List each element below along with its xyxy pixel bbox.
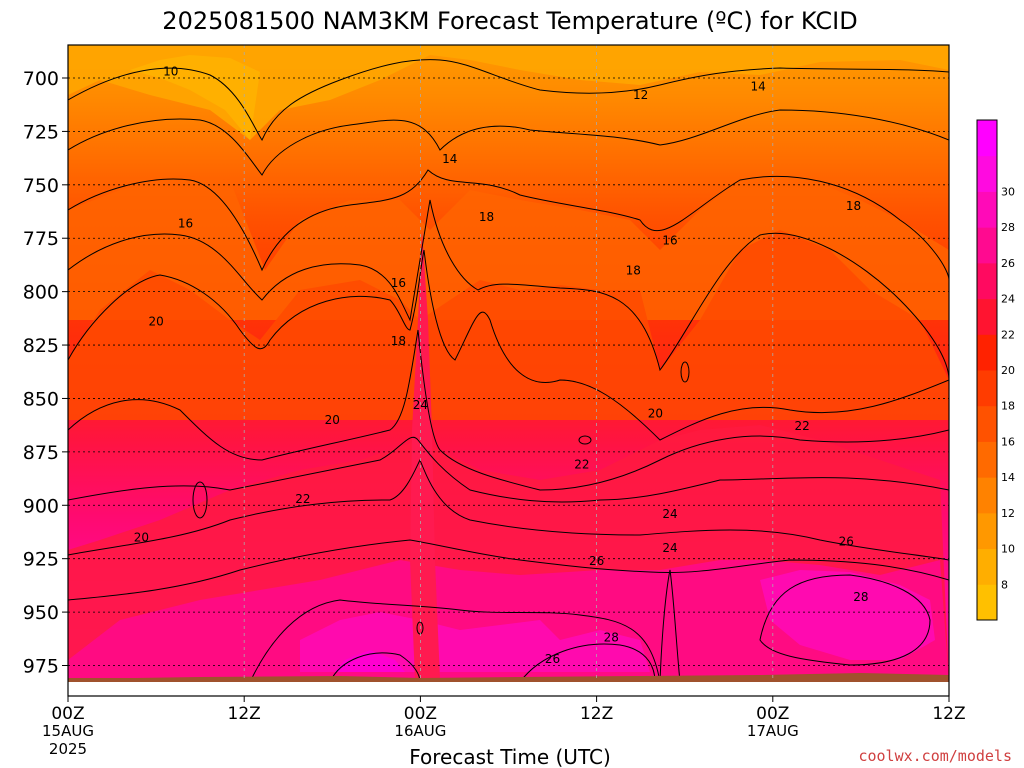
grid-lines bbox=[68, 45, 949, 680]
contour-label: 16 bbox=[391, 276, 406, 290]
colorbar-tick-label: 10 bbox=[1001, 543, 1015, 556]
contour-label: 18 bbox=[479, 210, 494, 224]
ground-fill bbox=[68, 678, 949, 682]
x-axis-label: Forecast Time (UTC) bbox=[409, 745, 611, 768]
contour-label: 22 bbox=[795, 419, 810, 433]
warm-spike bbox=[410, 230, 440, 680]
plot-area bbox=[68, 45, 949, 682]
contour-label: 16 bbox=[178, 216, 193, 230]
y-tick-label: 700 bbox=[23, 68, 59, 90]
band-28-right bbox=[760, 570, 935, 660]
y-tick-label: 750 bbox=[23, 175, 59, 197]
colorbar-tick-label: 22 bbox=[1001, 328, 1015, 341]
x-tick-label: 12Z bbox=[580, 704, 613, 724]
contour-label: 10 bbox=[163, 65, 178, 79]
colorbar-tick-label: 30 bbox=[1001, 185, 1015, 198]
contour-labels: 10 12 14 14 16 16 16 18 18 18 18 20 20 20 20 24 22 22 22 24… bbox=[134, 65, 869, 666]
contour-label: 18 bbox=[626, 263, 641, 277]
colorbar-tick-label: 16 bbox=[1001, 435, 1015, 448]
contour-label: 22 bbox=[574, 458, 589, 472]
colorbar-segment bbox=[977, 120, 997, 157]
x-tick-date: 15AUG bbox=[42, 722, 94, 740]
colorbar-frame bbox=[976, 119, 998, 621]
contour-label: 12 bbox=[633, 88, 648, 102]
y-tick-label: 875 bbox=[23, 442, 59, 464]
y-tick-label: 925 bbox=[23, 549, 59, 571]
x-tick-label: 12Z bbox=[932, 704, 965, 724]
contour-label: 14 bbox=[442, 152, 457, 166]
y-tick-label: 975 bbox=[23, 656, 59, 678]
x-tick-label: 00Z bbox=[756, 704, 789, 724]
colorbar-tick-label: 24 bbox=[1001, 293, 1015, 306]
y-tick-label: 725 bbox=[23, 121, 59, 143]
y-tick-label: 775 bbox=[23, 228, 59, 250]
y-tick-label: 800 bbox=[23, 282, 59, 304]
x-tick-date: 16AUG bbox=[394, 722, 446, 740]
contour-label: 26 bbox=[589, 554, 604, 568]
colorbar-tick-label: 26 bbox=[1001, 257, 1015, 270]
colorbar: 8 10 12 14 16 18 20 22 24 26 28 30 bbox=[976, 119, 1015, 621]
contour-label: 24 bbox=[662, 541, 677, 555]
colorbar-tick-label: 14 bbox=[1001, 471, 1015, 484]
colorbar-segment bbox=[977, 548, 997, 585]
contour-label: 24 bbox=[662, 507, 677, 521]
contour-label: 18 bbox=[846, 199, 861, 213]
contour-label: 20 bbox=[648, 406, 663, 420]
colorbar-segment bbox=[977, 477, 997, 514]
y-tick-label: 825 bbox=[23, 335, 59, 357]
y-tick-label: 950 bbox=[23, 602, 59, 624]
x-tick-label: 00Z bbox=[404, 704, 437, 724]
colorbar-segment bbox=[977, 512, 997, 550]
colorbar-tick-label: 28 bbox=[1001, 221, 1015, 234]
colorbar-segment bbox=[977, 441, 997, 478]
contour-label: 20 bbox=[148, 315, 163, 329]
contour-label: 28 bbox=[853, 590, 868, 604]
x-tick-date: 17AUG bbox=[747, 722, 799, 740]
band-30 bbox=[335, 650, 405, 672]
band-26 bbox=[68, 560, 949, 682]
credit-link[interactable]: coolwx.com/models bbox=[858, 747, 1012, 765]
colorbar-segment bbox=[977, 370, 997, 407]
colorbar-segment bbox=[977, 334, 997, 371]
x-tick-label: 00Z bbox=[51, 704, 84, 724]
contour-label: 18 bbox=[391, 334, 406, 348]
y-tick-label: 900 bbox=[23, 495, 59, 517]
contour-label: 22 bbox=[295, 492, 310, 506]
colorbar-segment bbox=[977, 227, 997, 264]
colorbar-tick-label: 20 bbox=[1001, 364, 1015, 377]
contour-label: 16 bbox=[662, 233, 677, 247]
contour-lines bbox=[68, 59, 949, 682]
colorbar-segment bbox=[977, 191, 997, 228]
contour-label: 20 bbox=[325, 413, 340, 427]
contour-label: 14 bbox=[750, 80, 765, 94]
colorbar-tick-label: 8 bbox=[1001, 578, 1008, 591]
contour-label: 26 bbox=[545, 652, 560, 666]
colorbar-tick-label: 18 bbox=[1001, 400, 1015, 413]
colorbar-tick-label: 12 bbox=[1001, 507, 1015, 520]
colorbar-segment bbox=[977, 298, 997, 335]
colorbar-segment bbox=[977, 262, 997, 300]
contour-label: 26 bbox=[839, 535, 854, 549]
y-tick-label: 850 bbox=[23, 388, 59, 410]
x-tick-label: 12Z bbox=[228, 704, 261, 724]
colorbar-segment bbox=[977, 584, 997, 621]
y-axis: 700 725 750 775 800 825 850 875 900 925 950 975 bbox=[23, 68, 68, 678]
chart-title: 2025081500 NAM3KM Forecast Temperature (… bbox=[162, 7, 857, 35]
band-18 bbox=[68, 230, 949, 420]
contour-label: 28 bbox=[604, 631, 619, 645]
cool-region-pocket bbox=[130, 55, 260, 140]
plot-frame bbox=[67, 44, 950, 697]
contour-label: 24 bbox=[413, 398, 428, 412]
colorbar-segment bbox=[977, 405, 997, 442]
x-tick-year: 2025 bbox=[49, 740, 87, 758]
colorbar-segment bbox=[977, 155, 997, 192]
cool-region-top bbox=[68, 45, 949, 140]
contour-label: 20 bbox=[134, 530, 149, 544]
